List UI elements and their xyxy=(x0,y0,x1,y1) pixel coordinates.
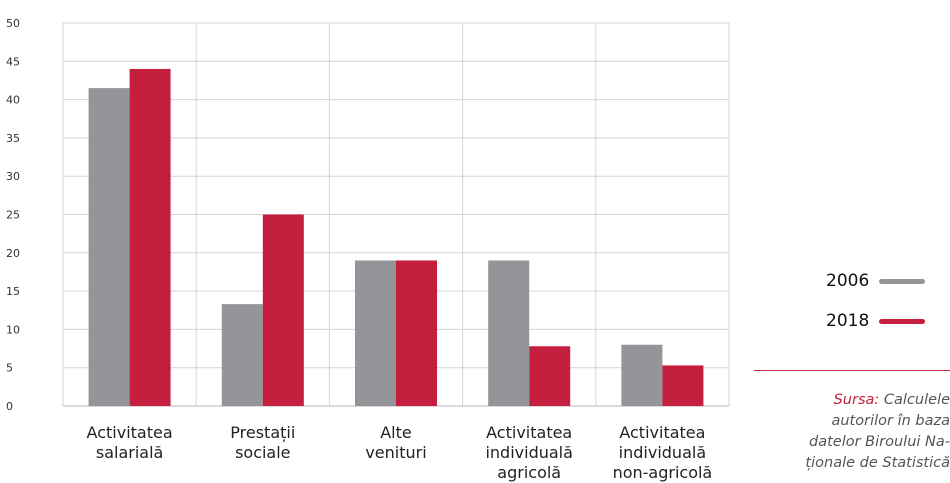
y-tick-label: 40 xyxy=(6,94,20,107)
source-text-1: Calculele xyxy=(883,392,950,408)
category-label: agricolă xyxy=(497,463,561,482)
category-label: Activitatea xyxy=(619,423,705,442)
category-label: Activitatea xyxy=(87,423,173,442)
category-label: Prestații xyxy=(230,423,295,442)
bar-2018 xyxy=(529,346,571,406)
category-label: venituri xyxy=(365,443,426,462)
legend: 2006 2018 xyxy=(826,270,926,350)
category-label: sociale xyxy=(235,443,290,462)
bar-2018 xyxy=(396,260,437,406)
source-text-3: datelor Biroului Na- xyxy=(809,434,950,450)
y-tick-label: 45 xyxy=(6,55,20,68)
source-note: Sursa: Calculele autorilor în baza datel… xyxy=(750,390,950,474)
y-tick-label: 20 xyxy=(6,247,20,260)
source-text-4: ționale de Statistică xyxy=(805,455,950,471)
y-axis-ticks: 0 5 10 15 20 25 30 35 40 45 50 xyxy=(6,17,20,413)
category-label: individuală xyxy=(619,443,706,462)
bars xyxy=(88,68,704,407)
legend-swatch-2006 xyxy=(879,278,926,284)
y-tick-label: 30 xyxy=(6,170,20,183)
legend-swatch-2018 xyxy=(879,318,926,324)
bar-2006 xyxy=(88,88,130,407)
legend-label-2006: 2006 xyxy=(826,271,870,291)
source-divider xyxy=(754,370,950,371)
category-label: Activitatea xyxy=(486,423,572,442)
bar-2006 xyxy=(488,260,530,406)
y-tick-label: 35 xyxy=(6,132,20,145)
gridlines xyxy=(62,22,730,407)
category-label: Alte xyxy=(380,423,412,442)
bar-2006 xyxy=(355,260,396,406)
bar-2018 xyxy=(662,365,704,406)
y-tick-label: 50 xyxy=(6,17,20,30)
source-label: Sursa: xyxy=(833,392,880,408)
bar-2018 xyxy=(262,214,304,406)
y-tick-label: 0 xyxy=(6,400,13,413)
category-label: non-agricolă xyxy=(613,463,713,482)
source-text-2: autorilor în baza xyxy=(831,413,950,429)
category-labels: ActivitateasalarialăPrestațiisocialeAlte… xyxy=(87,423,713,482)
legend-item-2006: 2006 xyxy=(826,270,926,292)
category-label: salarială xyxy=(96,443,163,462)
bar-2006 xyxy=(621,344,663,406)
y-tick-label: 5 xyxy=(6,362,13,375)
bar-2006 xyxy=(221,304,263,406)
legend-item-2018: 2018 xyxy=(826,310,926,332)
category-label: individuală xyxy=(485,443,572,462)
bar-2018 xyxy=(129,68,171,407)
y-tick-label: 25 xyxy=(6,209,20,222)
y-tick-label: 15 xyxy=(6,285,20,298)
y-tick-label: 10 xyxy=(6,323,20,336)
legend-label-2018: 2018 xyxy=(826,311,870,331)
source-line-1: Sursa: Calculele xyxy=(750,390,950,411)
